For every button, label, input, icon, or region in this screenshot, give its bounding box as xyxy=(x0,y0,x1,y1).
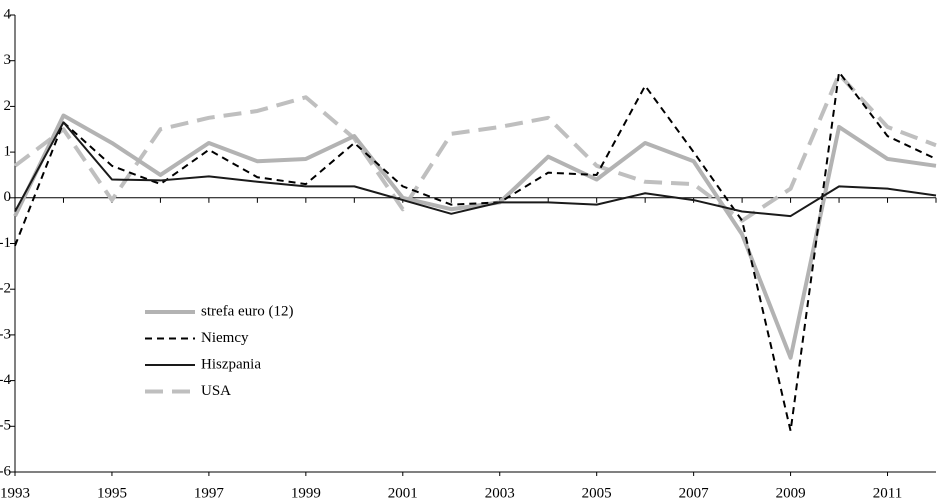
legend-label: strefa euro (12) xyxy=(201,303,293,319)
data-line xyxy=(13,113,937,360)
x-tick-label: 2011 xyxy=(873,485,902,501)
x-tick-label: 1993 xyxy=(0,485,30,501)
legend-label: Hiszpania xyxy=(201,356,261,372)
x-tick-label: 2009 xyxy=(776,485,806,501)
x-tick-label: 1997 xyxy=(194,485,225,501)
x-tick-label: 2001 xyxy=(388,485,418,501)
data-line xyxy=(14,71,937,432)
y-tick-label: 2 xyxy=(4,98,12,114)
x-tick-label: 2007 xyxy=(679,485,710,501)
y-tick-label: -4 xyxy=(0,372,11,388)
y-tick-label: 0 xyxy=(4,189,12,205)
y-tick-label: 3 xyxy=(4,52,12,68)
y-tick-label: -3 xyxy=(0,326,11,342)
x-tick-label: 1999 xyxy=(291,485,321,501)
data-line xyxy=(14,121,937,218)
y-tick-label: 4 xyxy=(4,6,12,22)
data-line xyxy=(13,72,937,223)
y-tick-label: -5 xyxy=(0,418,11,434)
x-tick-label: 2005 xyxy=(582,485,612,501)
y-tick-label: -1 xyxy=(0,235,11,251)
legend-label: Niemcy xyxy=(201,330,249,346)
legend-label: USA xyxy=(201,383,231,399)
y-tick-label: -2 xyxy=(0,281,11,297)
x-tick-label: 2003 xyxy=(485,485,515,501)
y-tick-label: 1 xyxy=(4,144,12,160)
x-tick-label: 1995 xyxy=(97,485,127,501)
y-tick-label: -6 xyxy=(0,463,11,479)
